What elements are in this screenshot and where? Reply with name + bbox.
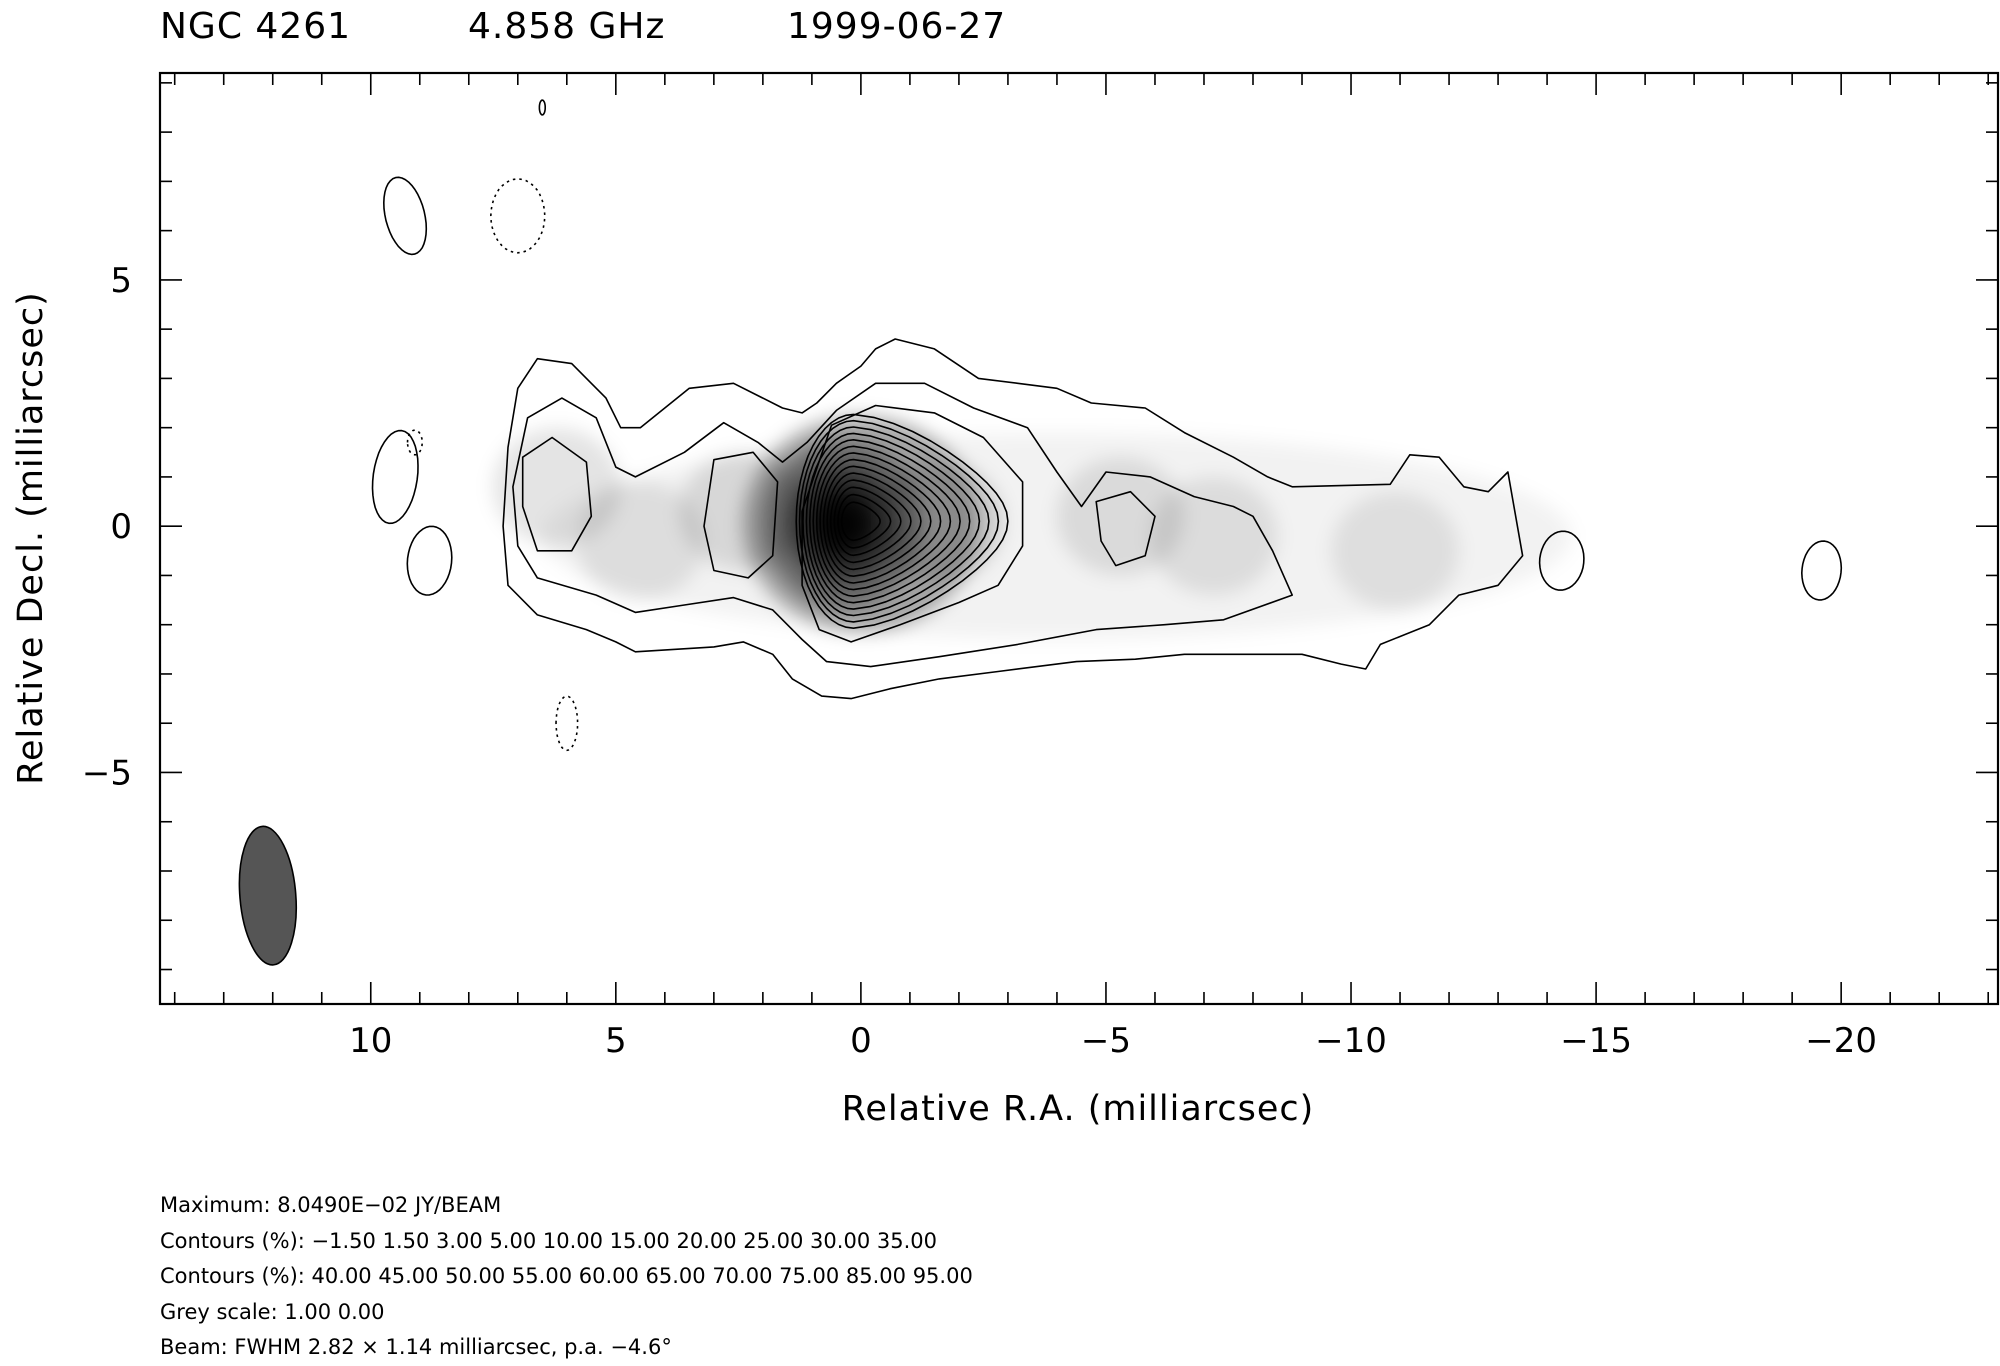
contour-level-1.5: [502, 338, 1524, 700]
contour-core-13: [840, 501, 881, 542]
y-axis-label: Relative Decl. (milliarcsec): [11, 291, 51, 785]
contour-island-6: [490, 178, 546, 254]
y-tick-label: 5: [110, 261, 132, 301]
y-tick-labels: 5 0 −5: [82, 261, 132, 794]
note-grey-scale: Grey scale: 1.00 0.00: [160, 1299, 385, 1324]
contour-island-7: [406, 429, 423, 456]
contour-core-5: [812, 445, 961, 597]
x-tick-label: −10: [1315, 1021, 1387, 1061]
beam-ellipse: [238, 825, 298, 966]
contour-core-7: [819, 458, 942, 584]
contour-core-11: [833, 486, 902, 557]
note-contours-2: Contours (%): 40.00 45.00 50.00 55.00 60…: [160, 1264, 973, 1288]
contour-island-5: [538, 99, 546, 116]
axis-ticks: [160, 73, 1998, 1004]
x-tick-labels: 10 5 0 −5 −10 −15 −20: [349, 1021, 1877, 1061]
contour-core-4: [809, 439, 971, 604]
x-axis-label: Relative R.A. (milliarcsec): [842, 1089, 1315, 1129]
x-tick-label: −5: [1081, 1021, 1131, 1061]
x-tick-label: 5: [605, 1021, 627, 1061]
contour-core-6: [815, 452, 952, 591]
note-beam: Beam: FWHM 2.82 × 1.14 milliarcsec, p.a.…: [160, 1335, 672, 1359]
contour-island-8: [555, 695, 579, 752]
contour-core-1: [798, 419, 1000, 623]
x-tick-label: −15: [1560, 1021, 1632, 1061]
contour-core-3: [805, 432, 981, 610]
contour-level-5-core: [801, 404, 1024, 643]
grey-scale-image: [493, 415, 1572, 639]
contour-island-2: [383, 176, 428, 256]
contour-core-9: [826, 472, 922, 571]
contour-core-2: [802, 426, 990, 617]
x-tick-label: 10: [349, 1021, 392, 1061]
y-tick-label: 0: [110, 507, 132, 547]
contour-lines: [371, 99, 1843, 752]
x-tick-label: 0: [850, 1021, 872, 1061]
contour-core-12: [837, 493, 892, 549]
grey-jet-haze: [542, 433, 1572, 639]
y-tick-label: −5: [82, 753, 132, 793]
contour-island-3: [1538, 530, 1585, 591]
contour-core-10: [829, 479, 912, 564]
contour-level-5-east: [521, 436, 593, 552]
note-maximum: Maximum: 8.0490E−02 JY/BEAM: [160, 1193, 502, 1217]
source-name: NGC 4261: [160, 6, 352, 47]
note-contours-1: Contours (%): −1.50 1.50 3.00 5.00 10.00…: [160, 1228, 937, 1253]
contour-island-1: [406, 525, 453, 596]
map-notes: Maximum: 8.0490E−02 JY/BEAM Contours (%)…: [160, 1188, 973, 1366]
contour-level-5-knot: [1095, 490, 1156, 567]
contour-island-4: [1801, 540, 1843, 601]
observation-date: 1999-06-27: [787, 6, 1007, 47]
contour-level-5-mid: [703, 451, 779, 579]
contour-core-8: [822, 465, 932, 577]
plot-frame: [158, 71, 2000, 1006]
frequency-label: 4.858 GHz: [468, 6, 666, 47]
x-tick-label: −20: [1805, 1021, 1877, 1061]
contour-island-0: [371, 429, 419, 525]
contour-core-0: [795, 413, 1009, 629]
beam-shape: [238, 825, 298, 966]
contour-level-3: [512, 382, 1293, 668]
